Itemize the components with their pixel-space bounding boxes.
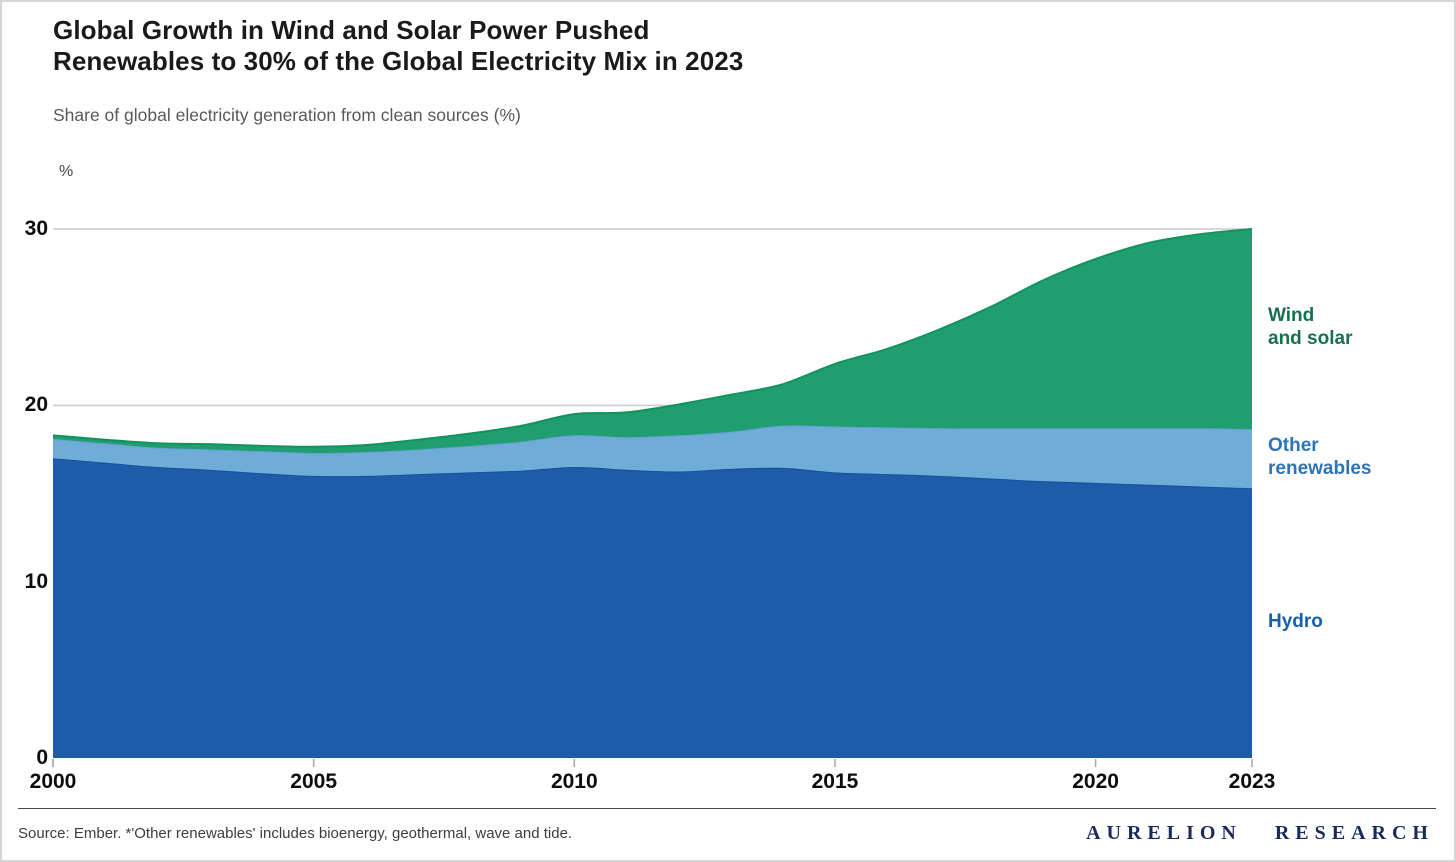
x-tick-label-2005: 2005 [290,770,337,793]
area-wind-and-solar [53,229,1252,453]
x-tick-label-2020: 2020 [1072,770,1119,793]
y-tick-label-30: 30 [24,217,48,240]
brand-logo-text: AURELION RESEARCH [1086,822,1434,844]
y-tick-label-20: 20 [24,393,48,417]
area-hydro [53,458,1252,758]
series-label-wind-and-solar: Wind and solar [1268,305,1353,349]
chart-subtitle: Share of global electricity generation f… [53,105,521,125]
x-tick-label-2023: 2023 [1228,770,1276,793]
series-label-other-renewables: Other renewables [1268,435,1372,479]
series-label-hydro: Hydro [1268,611,1323,632]
footer-divider [18,808,1436,809]
y-tick-label-10: 10 [24,569,48,593]
area-top-edge-wind-and-solar [52,228,1253,448]
chart-title-line1: Global Growth in Wind and Solar Power Pu… [53,15,650,45]
source-note: Source: Ember. *'Other renewables' inclu… [18,825,573,842]
x-tick-label-2015: 2015 [811,770,859,793]
y-tick-label-0: 0 [36,746,48,769]
chart-title-line2: Renewables to 30% of the Global Electric… [53,46,744,76]
x-tick-label-2000: 2000 [29,770,77,793]
area-other-renewables [53,425,1252,489]
y-axis-unit-label: % [59,163,74,180]
chart-title: Global Growth in Wind and Solar Power Pu… [53,15,743,77]
x-tick-label-2010: 2010 [550,770,598,793]
